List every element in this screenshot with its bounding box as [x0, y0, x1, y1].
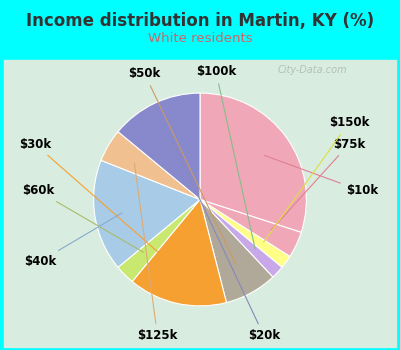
- Text: $125k: $125k: [134, 163, 178, 342]
- Wedge shape: [200, 93, 306, 232]
- Text: $50k: $50k: [128, 68, 236, 264]
- Text: $100k: $100k: [196, 65, 255, 249]
- Text: White residents: White residents: [148, 32, 252, 44]
- Wedge shape: [94, 160, 200, 267]
- Text: $40k: $40k: [24, 213, 122, 268]
- Text: $10k: $10k: [264, 155, 378, 197]
- Wedge shape: [101, 132, 200, 199]
- Text: $75k: $75k: [271, 138, 365, 230]
- Text: $30k: $30k: [19, 138, 181, 272]
- Bar: [4, 60, 396, 346]
- Text: Income distribution in Martin, KY (%): Income distribution in Martin, KY (%): [26, 12, 374, 30]
- Text: $60k: $60k: [22, 184, 144, 252]
- Wedge shape: [200, 199, 273, 302]
- Wedge shape: [132, 199, 226, 306]
- Wedge shape: [118, 199, 200, 281]
- Wedge shape: [200, 199, 301, 257]
- Text: $20k: $20k: [168, 133, 280, 342]
- Wedge shape: [118, 93, 200, 200]
- Text: $150k: $150k: [264, 117, 369, 242]
- Wedge shape: [200, 199, 282, 277]
- Text: City-Data.com: City-Data.com: [277, 65, 347, 75]
- Wedge shape: [200, 199, 290, 267]
